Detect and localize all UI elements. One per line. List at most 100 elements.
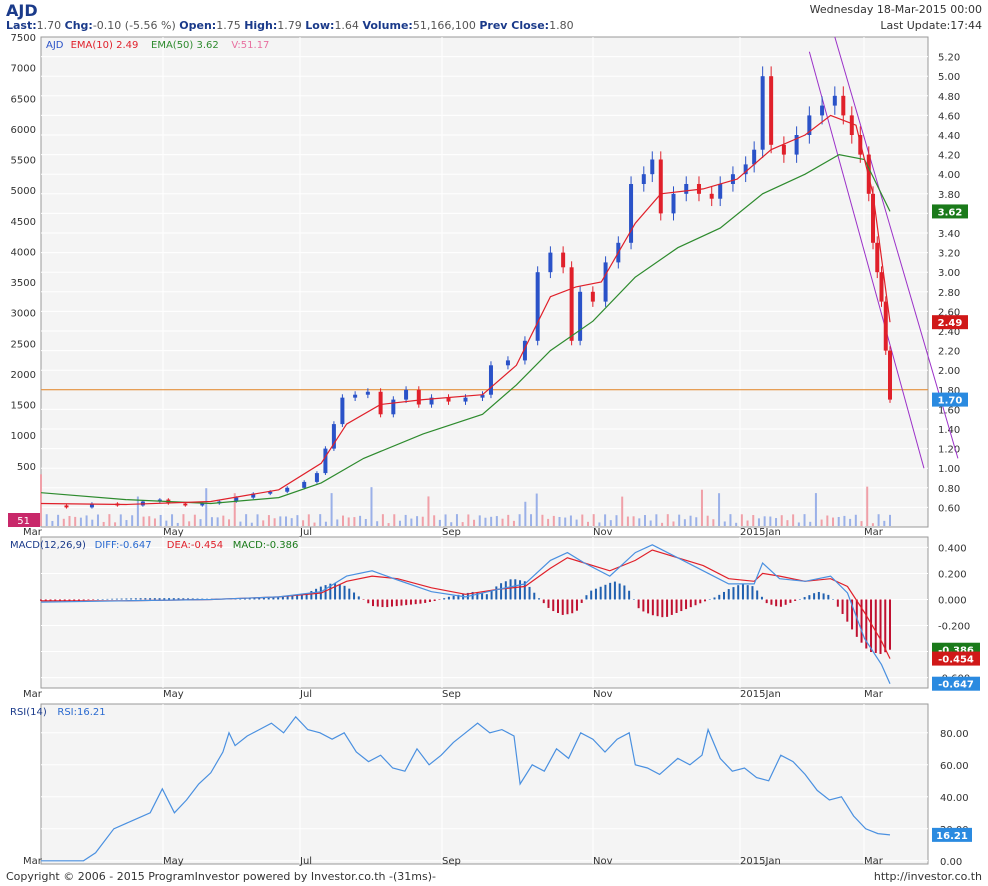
- quote-value: 1.70: [36, 19, 65, 32]
- volume-bar: [820, 519, 823, 526]
- macd-badge-label: -0.454: [938, 655, 974, 666]
- quote-value: 1.75: [216, 19, 245, 32]
- macd-histogram-bar: [571, 599, 574, 614]
- candle-body: [718, 184, 723, 199]
- macd-histogram-bar: [836, 599, 839, 607]
- volume-bar: [427, 496, 430, 526]
- candle-body: [378, 391, 383, 415]
- volume-bar: [626, 516, 629, 526]
- candle-body: [879, 272, 884, 302]
- volume-bar: [153, 518, 156, 526]
- volume-bar: [296, 515, 299, 526]
- price-x-tick: Mar: [864, 527, 884, 538]
- volume-bar: [849, 518, 852, 526]
- candle-body: [888, 350, 892, 400]
- volume-bar: [421, 516, 424, 526]
- macd-histogram-bar: [258, 597, 261, 600]
- candle-body: [794, 135, 799, 155]
- macd-histogram-bar: [495, 586, 498, 600]
- macd-histogram-bar: [277, 596, 280, 600]
- candle-body: [488, 365, 493, 395]
- price-tick-label: 2.00: [938, 366, 960, 377]
- macd-histogram-bar: [433, 599, 436, 602]
- volume-bar: [712, 519, 715, 526]
- macd-histogram-bar: [291, 595, 294, 600]
- volume-bar: [718, 493, 721, 526]
- macd-histogram-bar: [424, 599, 427, 603]
- macd-histogram-bar: [262, 597, 265, 600]
- macd-histogram-bar: [68, 599, 71, 601]
- volume-bar: [621, 496, 624, 526]
- volume-bar: [165, 520, 168, 526]
- volume-bar: [302, 520, 305, 526]
- macd-histogram-bar: [243, 598, 246, 600]
- candle-body: [89, 503, 94, 508]
- macd-tick-label: 0.200: [938, 569, 967, 580]
- macd-tick-label: 0.000: [938, 595, 967, 606]
- volume-bar: [632, 516, 635, 526]
- macd-histogram-bar: [367, 599, 370, 604]
- volume-bar: [866, 486, 869, 526]
- macd-histogram-bar: [594, 588, 597, 600]
- macd-histogram-bar: [851, 599, 854, 630]
- volume-bar: [814, 493, 817, 526]
- candle-body: [183, 503, 188, 506]
- candle-body: [641, 174, 646, 184]
- candle-body: [535, 272, 540, 341]
- macd-histogram-bar: [49, 599, 52, 601]
- candle-body: [522, 340, 527, 361]
- volume-bar: [666, 514, 669, 526]
- macd-histogram-bar: [163, 598, 166, 600]
- macd-badge: [932, 651, 980, 666]
- rsi-x-tick: Nov: [593, 856, 613, 867]
- volume-bar: [541, 514, 544, 526]
- quote-value: 51,166,100: [412, 19, 480, 32]
- price-tick-label: 2.40: [938, 327, 960, 338]
- macd-histogram-bar: [338, 584, 341, 600]
- macd-histogram-bar: [870, 599, 873, 653]
- price-badge: [932, 392, 968, 407]
- macd-histogram-bar: [485, 594, 488, 600]
- volume-bar: [290, 518, 293, 526]
- macd-histogram-bar: [376, 599, 379, 607]
- price-tick-label: 4.80: [938, 92, 960, 103]
- macd-histogram-bar: [817, 591, 820, 600]
- macd-histogram-bar: [732, 587, 735, 600]
- candle-body: [781, 144, 786, 155]
- volume-bar: [643, 515, 646, 526]
- macd-histogram-bar: [381, 599, 384, 608]
- macd-histogram-bar: [63, 599, 66, 601]
- volume-bar: [604, 514, 607, 526]
- volume-bar: [279, 516, 282, 526]
- candle-body: [709, 193, 714, 199]
- volume-bar: [85, 515, 88, 526]
- macd-histogram-bar: [96, 599, 99, 600]
- volume-bar: [148, 516, 151, 526]
- volume-bar: [182, 514, 185, 526]
- price-tick-label: 3.00: [938, 268, 960, 279]
- volume-bar: [649, 520, 652, 526]
- site-link[interactable]: http://investor.co.th: [873, 870, 982, 883]
- candle-body: [429, 397, 434, 405]
- macd-histogram-bar: [689, 599, 692, 608]
- macd-histogram-bar: [357, 596, 360, 600]
- volume-bar: [512, 520, 515, 526]
- volume-bar: [74, 516, 77, 526]
- volume-bar: [661, 522, 664, 526]
- macd-histogram-bar: [386, 599, 389, 608]
- candle-body: [603, 262, 608, 302]
- macd-histogram-bar: [324, 585, 327, 600]
- macd-histogram-bar: [647, 599, 650, 614]
- macd-histogram-bar: [661, 599, 664, 618]
- rsi-badge-label: 16.21: [936, 831, 968, 842]
- macd-histogram-bar: [694, 599, 697, 606]
- macd-histogram-bar: [760, 596, 763, 600]
- volume-bar: [210, 517, 213, 526]
- candle-body: [871, 193, 876, 243]
- price-legend-item: AJD: [46, 40, 64, 51]
- candle-body: [463, 397, 468, 402]
- macd-histogram-bar: [632, 599, 635, 600]
- volume-bar: [746, 520, 749, 526]
- macd-histogram-bar: [746, 585, 749, 600]
- macd-histogram-bar: [708, 599, 711, 600]
